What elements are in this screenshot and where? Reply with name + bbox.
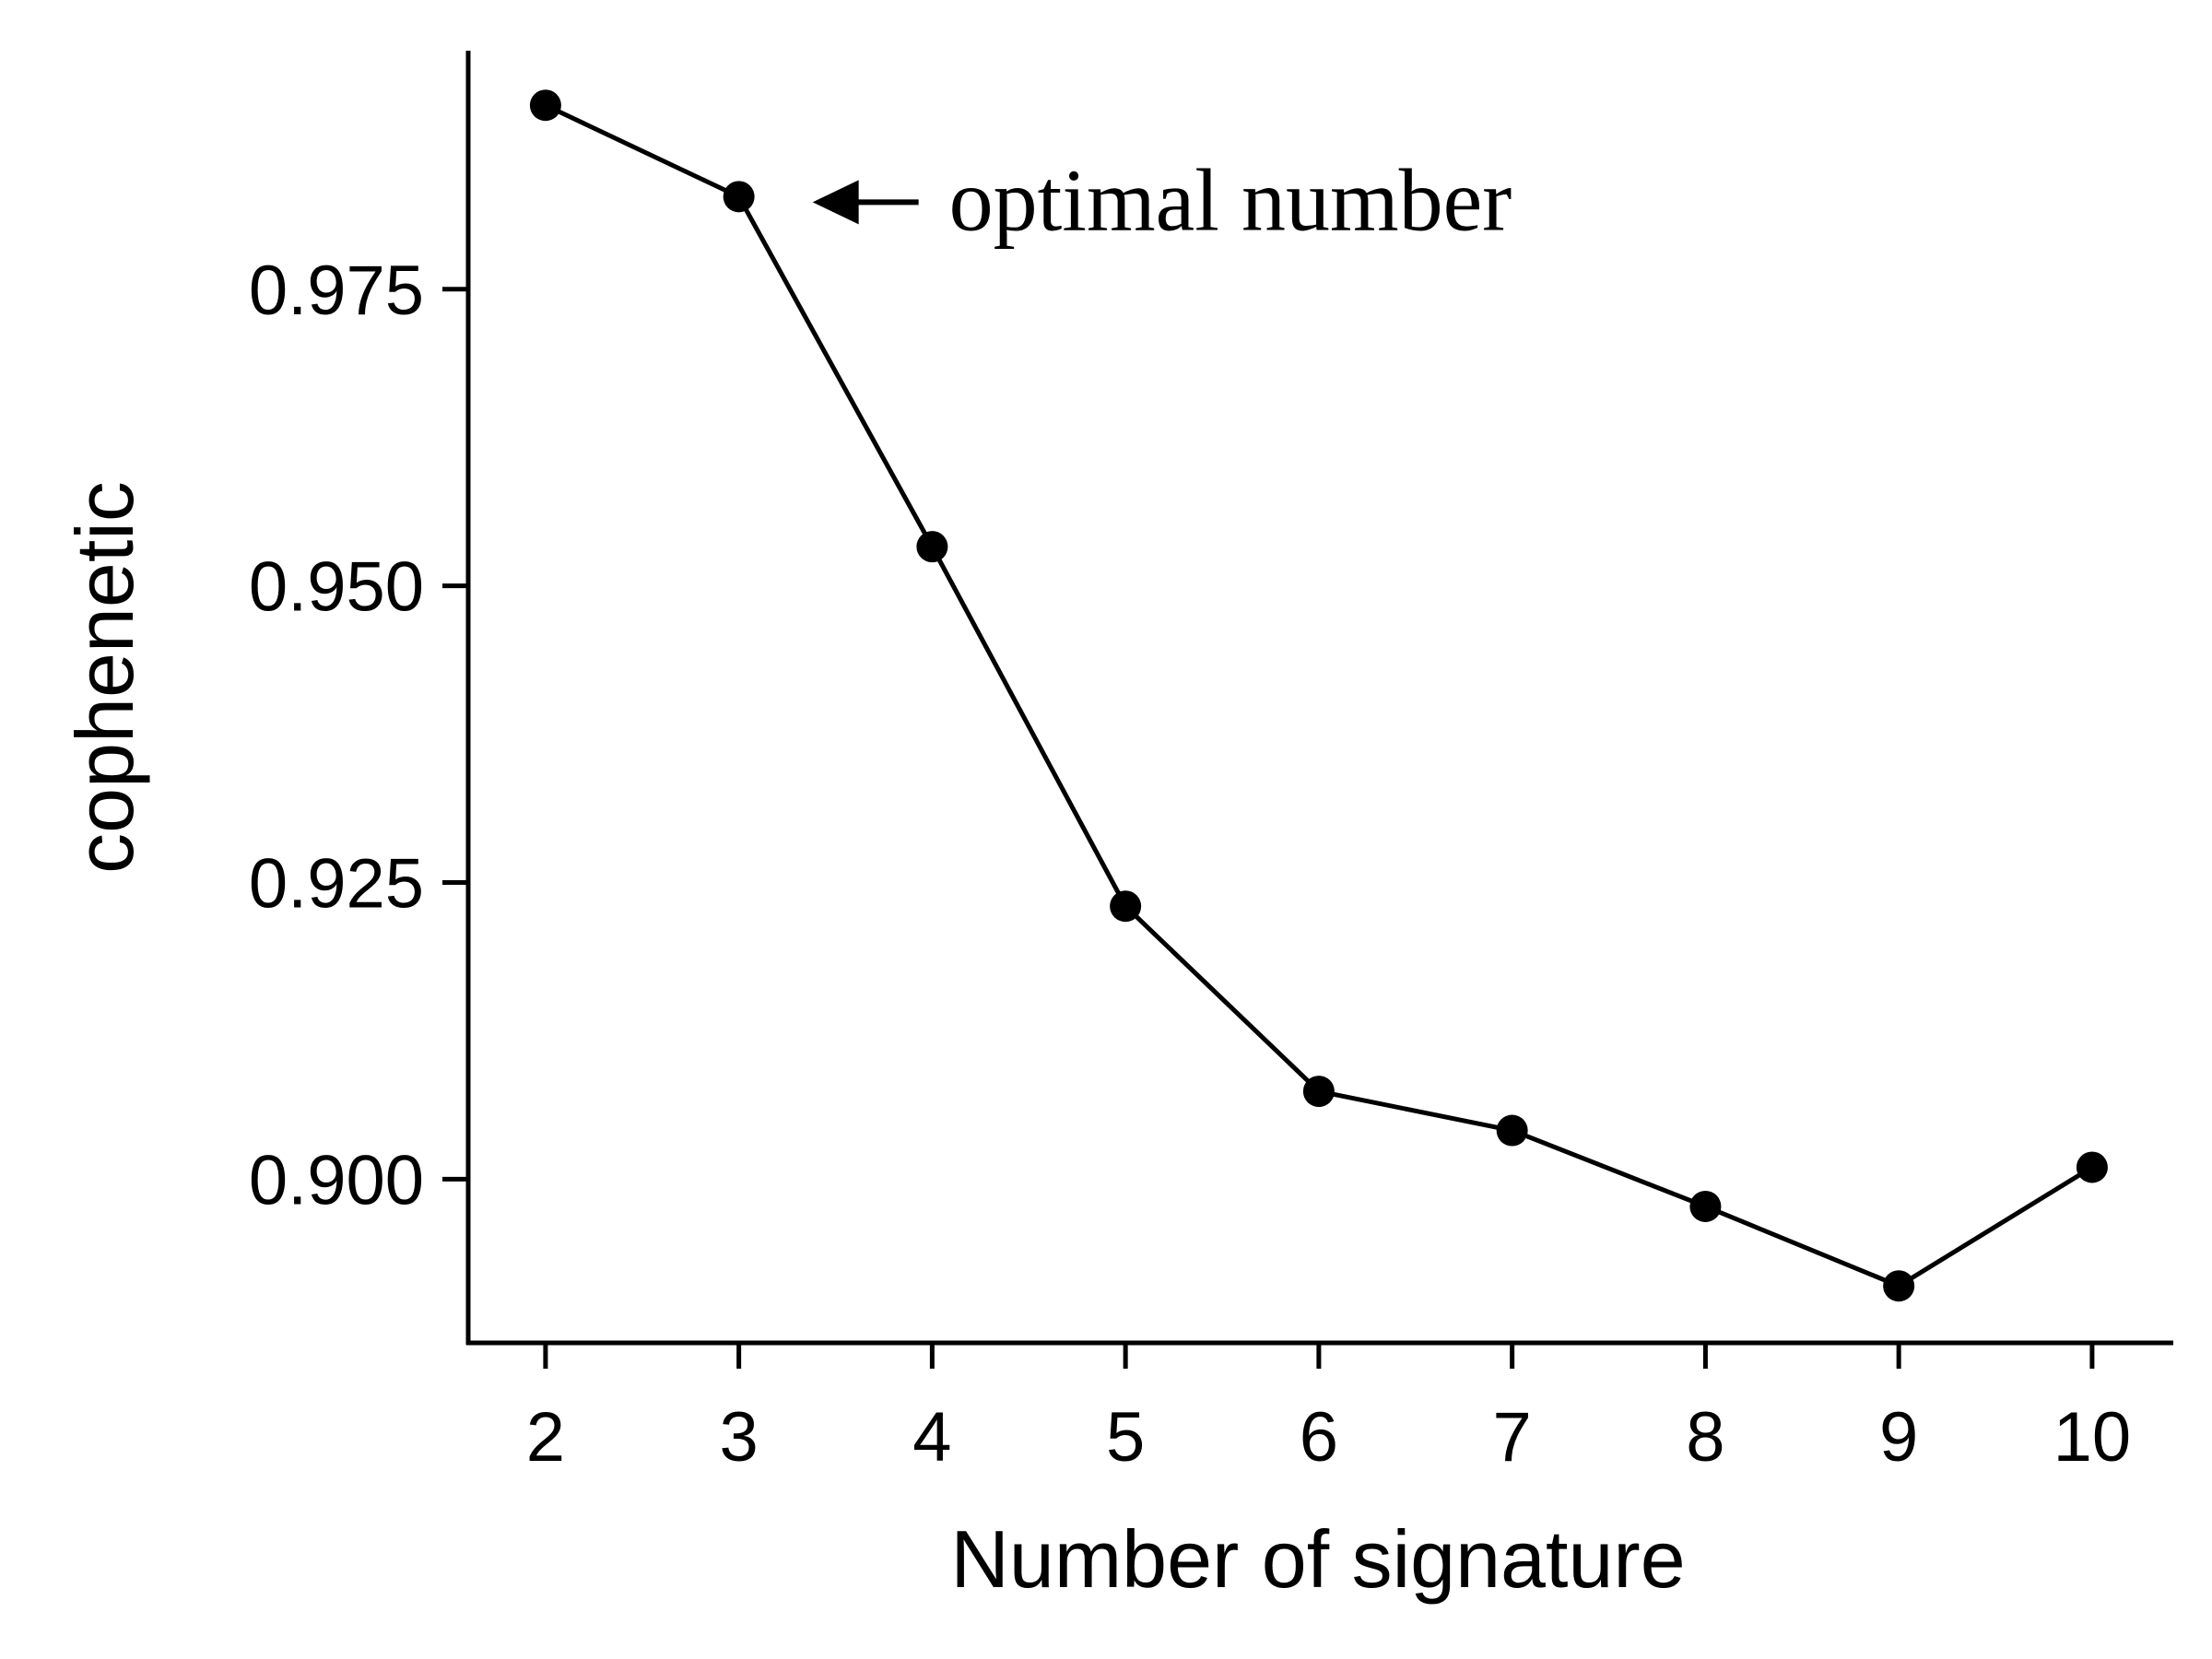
data-point	[1110, 890, 1142, 923]
x-tick-label: 5	[1106, 1398, 1145, 1477]
data-point	[1302, 1076, 1335, 1108]
y-tick-label: 0.925	[249, 844, 424, 923]
data-point	[2076, 1151, 2108, 1183]
y-tick-label: 0.950	[249, 548, 424, 627]
y-axis-title: cophenetic	[59, 481, 150, 874]
y-tick-label: 0.900	[249, 1141, 424, 1219]
data-point	[529, 89, 561, 122]
data-point	[916, 531, 948, 563]
data-point	[1496, 1114, 1528, 1147]
x-tick-label: 7	[1493, 1398, 1532, 1477]
data-point	[723, 181, 755, 213]
plot-area	[529, 89, 2108, 1302]
annotation-arrow-head	[812, 180, 859, 225]
x-tick-label: 2	[526, 1398, 565, 1477]
annotation-text: optimal number	[949, 150, 1512, 249]
x-tick-label: 8	[1686, 1398, 1724, 1477]
annotation: optimal number	[812, 150, 1512, 249]
x-tick-label: 6	[1300, 1398, 1338, 1477]
x-tick-label: 3	[720, 1398, 759, 1477]
x-axis-title: Number of signature	[950, 1513, 1685, 1605]
series-line	[544, 102, 2094, 1288]
axis-labels: Number of signature cophenetic	[59, 481, 1686, 1605]
data-point	[1689, 1190, 1722, 1222]
axes: 2 3 4 5 6 7 8 9 10 0.900 0.925 0.950 0.975	[249, 51, 2173, 1477]
y-tick-label: 0.975	[249, 252, 424, 330]
data-point	[1883, 1270, 1915, 1302]
x-tick-label: 10	[2053, 1398, 2132, 1477]
x-tick-label: 9	[1879, 1398, 1918, 1477]
x-tick-label: 4	[912, 1398, 951, 1477]
